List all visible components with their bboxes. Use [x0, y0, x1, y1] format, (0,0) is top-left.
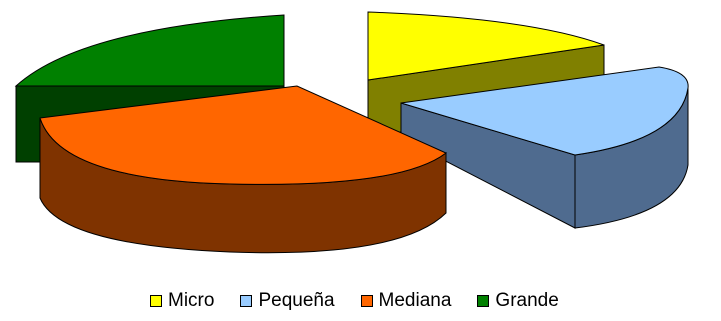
legend: Micro Pequeña Mediana Grande: [150, 290, 559, 312]
legend-swatch-pequena: [240, 295, 253, 307]
legend-swatch-mediana: [360, 295, 373, 307]
legend-label-micro: Micro: [168, 290, 215, 311]
legend-swatch-grande: [477, 295, 490, 307]
legend-item-grande: Grande: [477, 290, 559, 312]
legend-item-pequena: Pequeña: [240, 290, 335, 312]
legend-swatch-micro: [150, 295, 162, 307]
slice-grande: [14, 14, 285, 87]
slice-mediana: [39, 85, 447, 185]
legend-label-pequena: Pequeña: [258, 290, 335, 311]
legend-item-micro: Micro: [150, 290, 214, 312]
slice-micro: [367, 11, 605, 81]
legend-item-mediana: Mediana: [360, 290, 452, 312]
legend-label-grande: Grande: [495, 290, 559, 311]
slice-pequena: [400, 66, 689, 156]
legend-label-mediana: Mediana: [378, 290, 452, 311]
